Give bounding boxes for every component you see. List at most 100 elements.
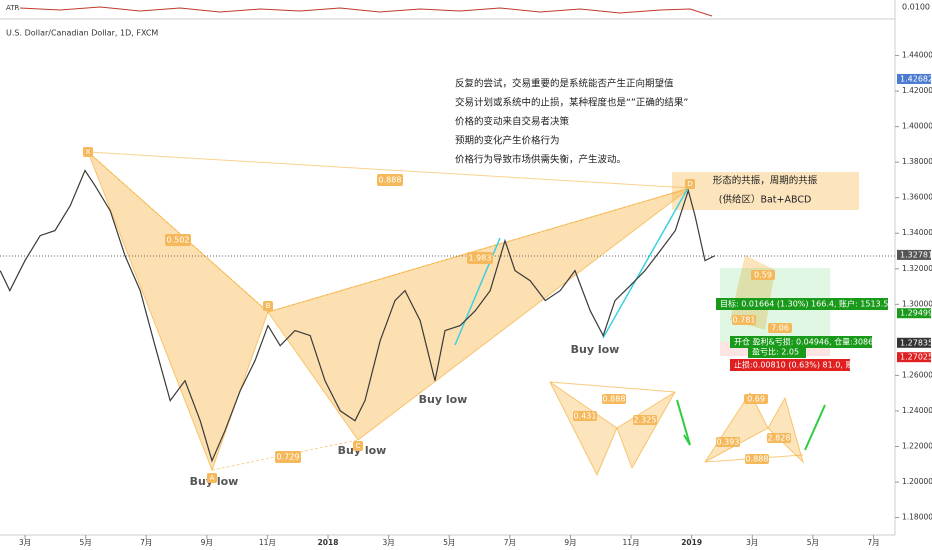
ratio-label: 0.888 — [603, 395, 626, 404]
y-tick-label: 1.34000 — [902, 228, 932, 237]
x-tick-label: 3月 — [19, 538, 31, 547]
ratio-box — [275, 451, 301, 463]
note: 价格行为导致市场供需失衡，产生波动。 — [455, 154, 626, 166]
pattern-point-box — [207, 473, 217, 483]
x-tick-label: 5月 — [443, 538, 455, 547]
x-tick-label: 5月 — [79, 538, 91, 547]
ratio-box — [744, 394, 768, 404]
pattern-point-box — [685, 179, 695, 189]
stop-label: 止损:0.00810 (0.63%) 81.0, 账户: 750 — [734, 360, 882, 370]
ratio-box — [573, 411, 597, 421]
y-tick-label: 1.26000 — [902, 370, 932, 379]
note: 价格的变动来自交易者决策 — [455, 116, 570, 128]
ratio-label: 0.502 — [167, 236, 190, 245]
price-tag — [897, 249, 931, 260]
y-tick-label: 1.20000 — [902, 477, 932, 486]
ratio-box — [751, 270, 775, 280]
ratio-box — [732, 315, 756, 325]
schematic-a — [549, 381, 618, 477]
x-tick-label: 3月 — [746, 538, 758, 547]
ratio-label: 0.393 — [717, 438, 740, 447]
note: 反复的尝试，交易重要的是系统能否产生正向期望值 — [455, 78, 674, 90]
note: 交易计划或系统中的止损，某种程度也是“”正确的结果” — [455, 97, 688, 109]
x-tick-label: 7月 — [504, 538, 516, 547]
schematic-a2 — [616, 391, 676, 470]
pattern-xd — [87, 151, 691, 189]
x-tick-label: 2018 — [318, 538, 339, 547]
ratio-label: 0.431 — [574, 412, 597, 421]
ratio-box — [165, 234, 191, 246]
indicator-line — [19, 6, 713, 17]
ratio-box — [745, 454, 769, 464]
pattern-point: X — [86, 148, 91, 156]
indicator-label: ATR — [6, 4, 20, 12]
price-tag — [897, 308, 931, 319]
price-tag-label: 1.27025 — [900, 353, 932, 362]
x-tick-label: 11月 — [623, 538, 640, 547]
ratio-box — [633, 415, 657, 425]
ratio-box — [467, 252, 493, 264]
y-tick-label: 1.22000 — [902, 441, 932, 450]
price-tag — [897, 352, 931, 363]
pattern-bcd — [267, 187, 691, 441]
x-tick-label: 2019 — [681, 538, 702, 547]
entry-label: 开仓 盈利&亏损: 0.04946, 仓量:30864 — [734, 337, 878, 347]
harmonic-pattern — [87, 151, 691, 472]
pattern-point: D — [687, 180, 692, 188]
pattern-bd — [267, 187, 691, 313]
target-label: 目标: 0.01664 (1.30%) 166.4, 账户: 1513.58 — [720, 299, 893, 309]
ratio-box — [767, 433, 791, 443]
ratio-label: 0.729 — [277, 453, 300, 462]
arrow-down — [676, 399, 691, 446]
stop-label-box — [730, 359, 850, 371]
zone-text: 形态的共振，周期的共振 — [713, 175, 818, 187]
schematic-a-xd — [549, 381, 676, 393]
entry-label-box — [730, 336, 872, 348]
arrow-up — [804, 404, 826, 451]
pattern-point: A — [210, 474, 215, 482]
ratio-box — [716, 437, 740, 447]
y-tick-label: 1.24000 — [902, 406, 932, 415]
price-tag-label: 1.42682 — [900, 74, 932, 83]
indicator-tick: 0.0100 — [902, 3, 930, 12]
price-tag — [897, 73, 931, 84]
schematic-b2 — [767, 396, 804, 464]
y-tick-label: 1.32000 — [902, 264, 932, 273]
ratio-box — [602, 394, 626, 404]
buy-label: Buy low — [419, 393, 468, 406]
ratio-label: 0.781 — [733, 316, 756, 325]
ratio-label: 0.69 — [747, 395, 765, 404]
x-tick-label: 11月 — [259, 538, 276, 547]
note: 预期的变化产生价格行为 — [455, 135, 560, 147]
ratio-box — [768, 323, 792, 333]
pattern-point-box — [353, 441, 363, 451]
y-tick-label: 1.42000 — [902, 86, 932, 95]
ratio-label: 2.325 — [634, 416, 657, 425]
price-tag-label: 1.27835 — [900, 338, 932, 347]
x-tick-label: 9月 — [564, 538, 576, 547]
y-tick-label: 1.38000 — [902, 157, 932, 166]
supply-zone — [672, 172, 859, 210]
ratio-label: 1.983 — [469, 254, 492, 263]
y-tick-label: 1.30000 — [902, 299, 932, 308]
target-label-box — [716, 298, 888, 310]
trend-line — [602, 187, 689, 339]
ratio-text-box — [748, 346, 806, 358]
buy-label: Buy low — [571, 343, 620, 356]
ratio-label: 0.888 — [379, 176, 402, 185]
pattern-point: B — [266, 302, 271, 310]
price-tag-label: 1.29499 — [900, 309, 932, 318]
y-tick-label: 1.18000 — [902, 513, 932, 522]
pattern-point-box — [263, 301, 273, 311]
chart-title: U.S. Dollar/Canadian Dollar, 1D, FXCM — [6, 29, 158, 38]
ratio-box — [377, 174, 403, 186]
pattern-xb — [87, 151, 269, 313]
ratio-label: 0.59 — [754, 271, 772, 280]
y-tick-label: 1.44000 — [902, 51, 932, 60]
price-tag — [897, 337, 931, 348]
x-tick-label: 7月 — [140, 538, 152, 547]
price-tag-label: 1.32781 — [900, 250, 932, 259]
x-tick-label: 9月 — [201, 538, 213, 547]
